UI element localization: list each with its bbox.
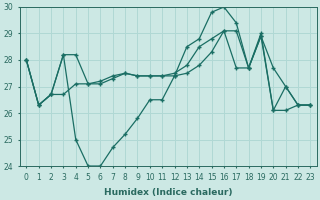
X-axis label: Humidex (Indice chaleur): Humidex (Indice chaleur) [104, 188, 233, 197]
